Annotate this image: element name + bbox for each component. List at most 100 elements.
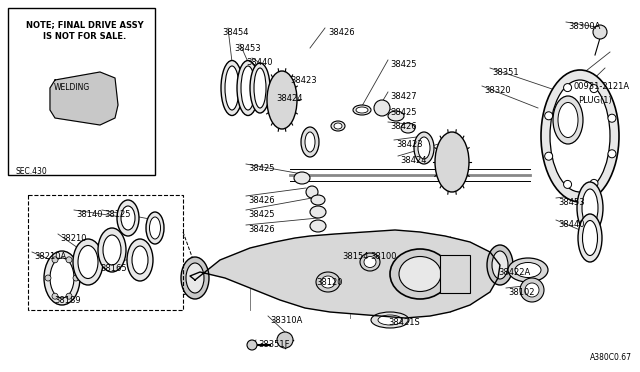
Ellipse shape bbox=[301, 127, 319, 157]
Circle shape bbox=[137, 95, 147, 105]
Ellipse shape bbox=[558, 103, 578, 138]
Text: 38454: 38454 bbox=[222, 28, 248, 37]
Text: 38125: 38125 bbox=[104, 210, 131, 219]
Ellipse shape bbox=[250, 63, 270, 113]
Circle shape bbox=[45, 275, 51, 281]
Circle shape bbox=[52, 293, 58, 299]
Ellipse shape bbox=[435, 132, 469, 192]
Circle shape bbox=[277, 332, 293, 348]
Ellipse shape bbox=[267, 71, 297, 129]
Text: 38424: 38424 bbox=[276, 94, 303, 103]
Ellipse shape bbox=[371, 312, 409, 328]
Circle shape bbox=[608, 150, 616, 158]
Text: 38100: 38100 bbox=[370, 252, 397, 261]
Ellipse shape bbox=[401, 123, 415, 133]
Text: 38426: 38426 bbox=[328, 28, 355, 37]
Text: 38453: 38453 bbox=[234, 44, 260, 53]
Ellipse shape bbox=[78, 246, 98, 279]
Ellipse shape bbox=[132, 246, 148, 274]
Ellipse shape bbox=[356, 107, 368, 113]
Text: 38165: 38165 bbox=[100, 264, 127, 273]
Ellipse shape bbox=[50, 258, 74, 298]
Ellipse shape bbox=[353, 105, 371, 115]
Circle shape bbox=[590, 84, 598, 93]
Text: 38102: 38102 bbox=[508, 288, 534, 297]
Ellipse shape bbox=[550, 80, 610, 192]
Text: 38423: 38423 bbox=[290, 76, 317, 85]
Circle shape bbox=[66, 257, 72, 263]
Ellipse shape bbox=[582, 189, 598, 227]
Ellipse shape bbox=[399, 257, 441, 292]
Circle shape bbox=[525, 283, 539, 297]
Polygon shape bbox=[50, 72, 118, 125]
Circle shape bbox=[15, 95, 25, 105]
Text: 38427: 38427 bbox=[390, 92, 417, 101]
Circle shape bbox=[66, 293, 72, 299]
Text: IS NOT FOR SALE.: IS NOT FOR SALE. bbox=[44, 32, 127, 41]
Circle shape bbox=[593, 25, 607, 39]
Text: 38423: 38423 bbox=[396, 140, 422, 149]
Ellipse shape bbox=[73, 239, 103, 285]
Ellipse shape bbox=[241, 66, 255, 110]
Ellipse shape bbox=[98, 228, 126, 272]
Ellipse shape bbox=[221, 61, 243, 115]
Ellipse shape bbox=[334, 123, 342, 129]
Ellipse shape bbox=[492, 251, 508, 279]
Ellipse shape bbox=[487, 245, 513, 285]
Ellipse shape bbox=[541, 70, 619, 202]
Ellipse shape bbox=[316, 272, 340, 292]
Text: 38426: 38426 bbox=[248, 196, 275, 205]
Ellipse shape bbox=[310, 220, 326, 232]
Ellipse shape bbox=[127, 239, 153, 281]
Ellipse shape bbox=[321, 276, 335, 288]
Circle shape bbox=[306, 186, 318, 198]
Ellipse shape bbox=[181, 257, 209, 299]
Ellipse shape bbox=[364, 257, 376, 267]
Circle shape bbox=[608, 114, 616, 122]
Ellipse shape bbox=[578, 214, 602, 262]
Ellipse shape bbox=[121, 206, 135, 230]
Ellipse shape bbox=[582, 221, 598, 256]
Text: PLUG(1): PLUG(1) bbox=[578, 96, 612, 105]
Ellipse shape bbox=[378, 315, 402, 325]
Text: 38422A: 38422A bbox=[498, 268, 531, 277]
Circle shape bbox=[21, 44, 29, 52]
Ellipse shape bbox=[225, 66, 239, 110]
Text: 38453: 38453 bbox=[558, 198, 584, 207]
Text: 38425: 38425 bbox=[248, 164, 275, 173]
Text: 38425: 38425 bbox=[390, 108, 417, 117]
Ellipse shape bbox=[418, 137, 430, 159]
Bar bbox=[8, 8, 155, 175]
Text: 38421S: 38421S bbox=[388, 318, 420, 327]
Text: 38140: 38140 bbox=[76, 210, 102, 219]
Ellipse shape bbox=[310, 206, 326, 218]
Ellipse shape bbox=[146, 212, 164, 244]
Circle shape bbox=[52, 257, 58, 263]
Text: 38440: 38440 bbox=[246, 58, 273, 67]
Circle shape bbox=[247, 340, 257, 350]
Text: 38440: 38440 bbox=[558, 220, 584, 229]
Text: 38310A: 38310A bbox=[270, 316, 302, 325]
Text: 38351F: 38351F bbox=[258, 340, 289, 349]
Ellipse shape bbox=[186, 263, 204, 293]
Circle shape bbox=[564, 180, 572, 188]
Text: WELDING: WELDING bbox=[54, 83, 90, 92]
Text: 38351: 38351 bbox=[492, 68, 518, 77]
Text: 38120: 38120 bbox=[316, 278, 342, 287]
Circle shape bbox=[11, 91, 29, 109]
Text: 38425: 38425 bbox=[390, 60, 417, 69]
Ellipse shape bbox=[553, 96, 583, 144]
Text: 00931-2121A: 00931-2121A bbox=[574, 82, 630, 91]
Ellipse shape bbox=[508, 258, 548, 282]
Circle shape bbox=[545, 112, 553, 120]
Ellipse shape bbox=[388, 111, 404, 121]
Ellipse shape bbox=[331, 121, 345, 131]
Ellipse shape bbox=[254, 68, 266, 108]
Circle shape bbox=[133, 91, 151, 109]
Text: 38154: 38154 bbox=[342, 252, 369, 261]
Ellipse shape bbox=[150, 217, 161, 239]
Text: 38189: 38189 bbox=[54, 296, 81, 305]
Ellipse shape bbox=[360, 253, 380, 271]
Text: A380C0.67: A380C0.67 bbox=[590, 353, 632, 362]
Text: SEC.430: SEC.430 bbox=[16, 167, 48, 176]
